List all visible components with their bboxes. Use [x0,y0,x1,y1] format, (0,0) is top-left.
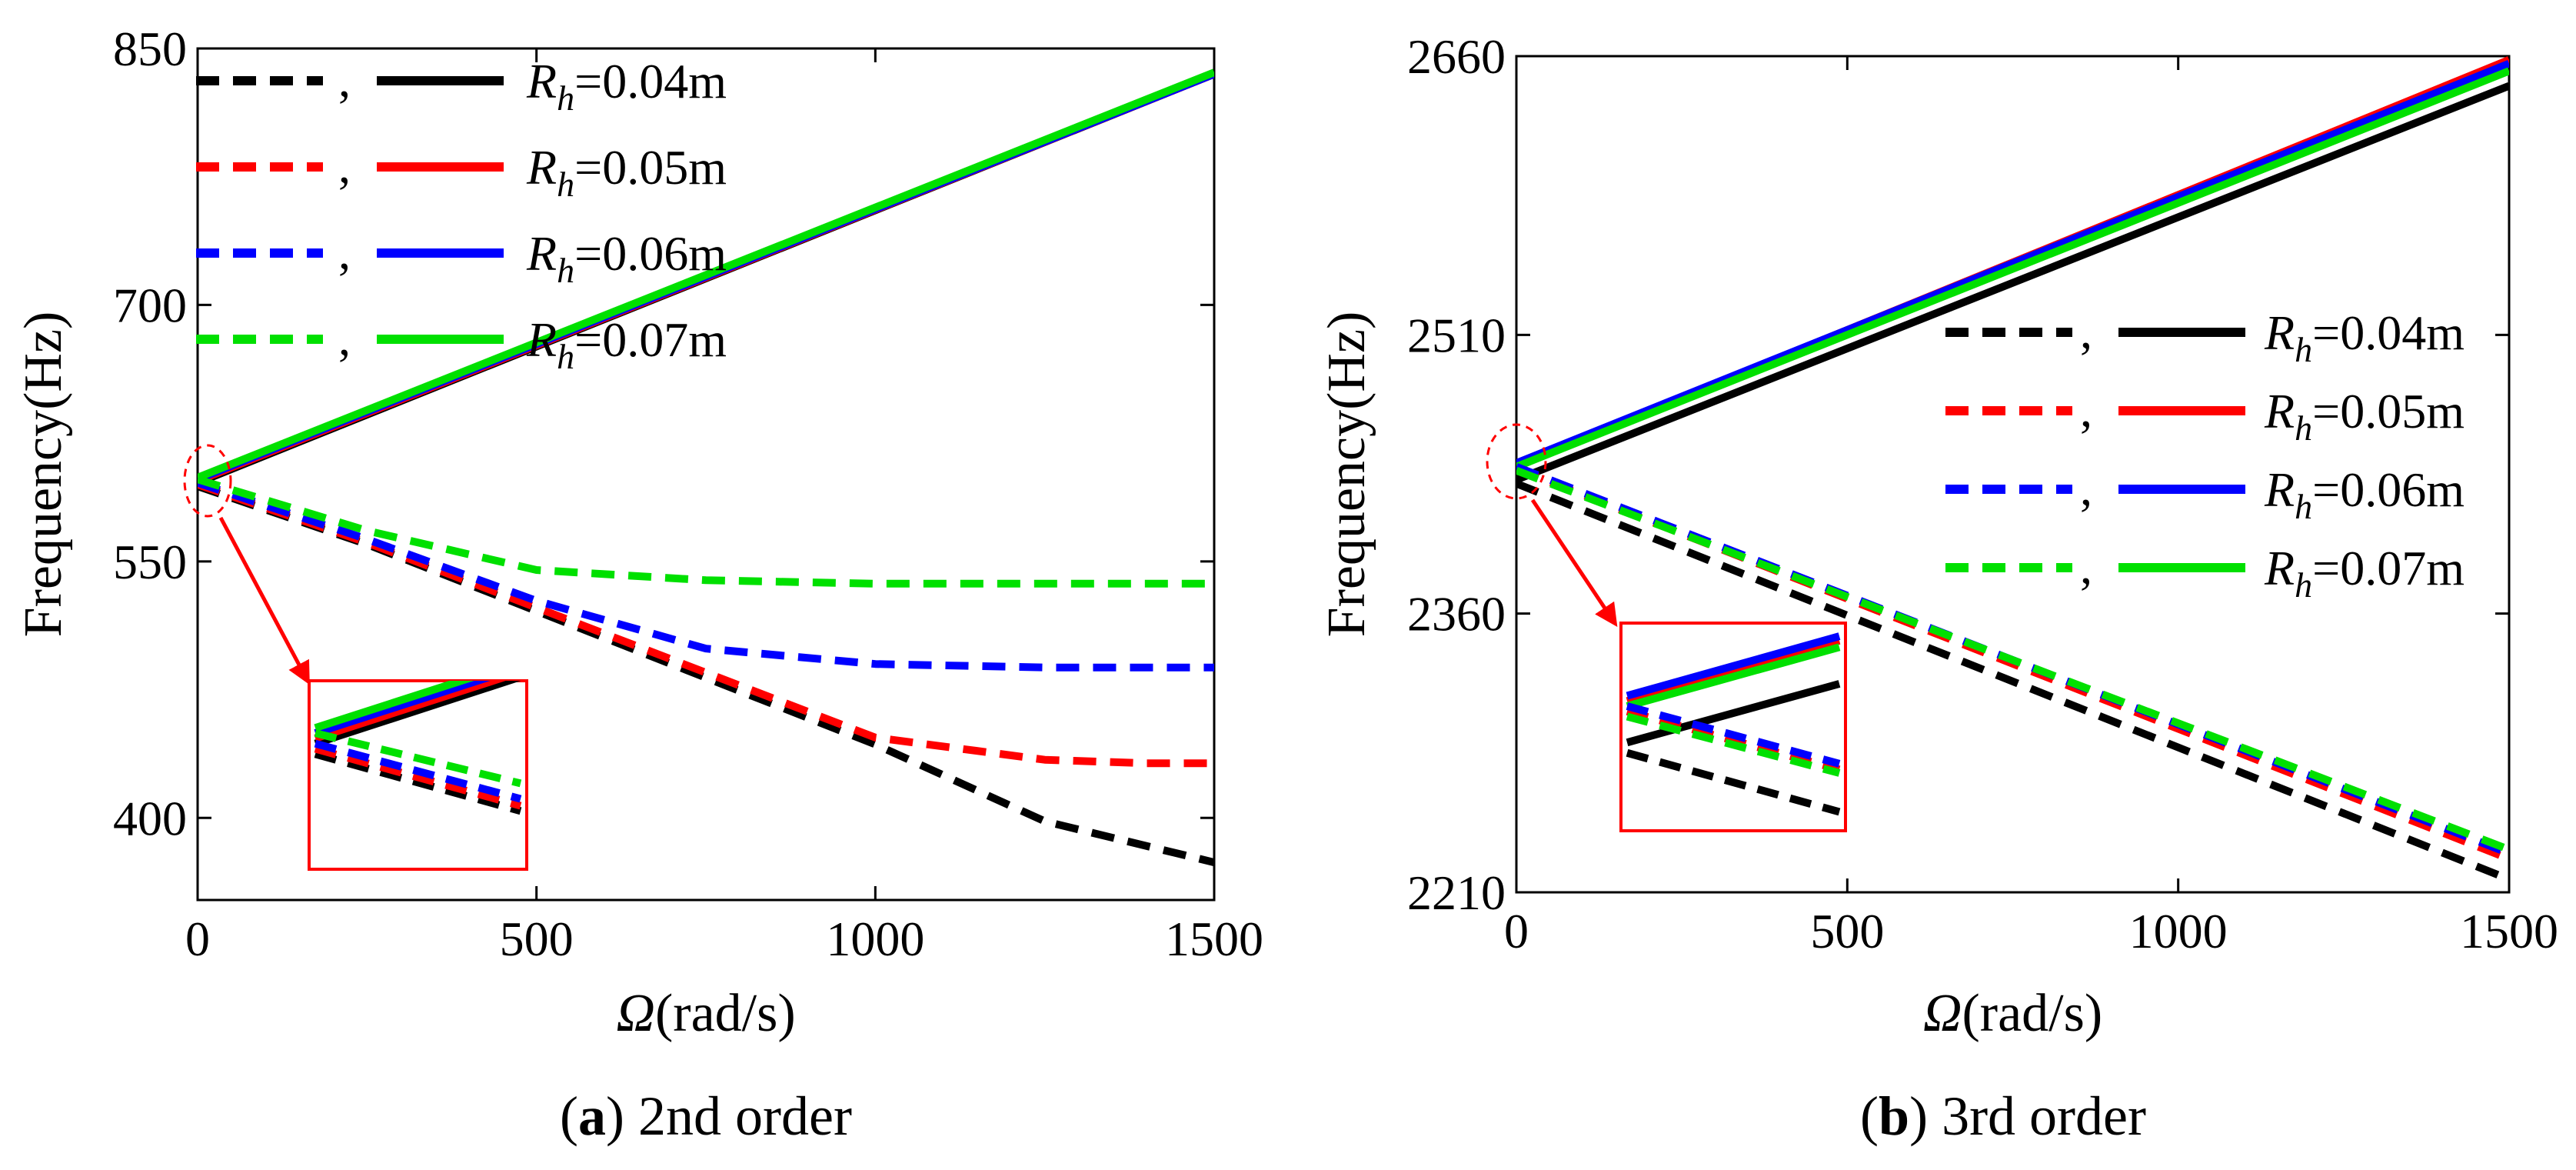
b-zoom-circle [1486,423,1547,500]
a-zoom-inset-line [314,739,522,803]
b-y-tick-label: 2510 [1407,308,1506,362]
a-legend-label: Rh=0.05m [526,140,727,204]
a-zoom-inset-line [314,681,491,737]
b-legend: , Rh=0.04m, Rh=0.05m, Rh=0.06m, Rh=0.07m [1945,304,2465,605]
a-legend-comma: , [338,138,351,193]
a-legend: , Rh=0.04m, Rh=0.05m, Rh=0.06m, Rh=0.07m [196,52,727,376]
a-y-axis-title: Frequency(Hz) [14,312,73,638]
b-legend-label: Rh=0.04m [2264,305,2465,369]
a-zoom-inset-line [314,681,474,732]
panel-b-caption: (b) 3rd order [1860,1085,2146,1147]
b-zoom-inset-line [1626,712,1841,777]
a-legend-label: Rh=0.07m [526,312,727,376]
a-zoom-arrow [218,516,310,685]
a-legend-comma: , [338,225,351,279]
b-series-line [1516,67,2509,471]
a-legend-comma: , [338,52,351,107]
panel-a: 0 500 1000 1500 400 550 700 850 Ω(rad/s) Frequenc… [14,22,1263,1043]
b-legend-label: Rh=0.07m [2264,541,2465,605]
a-zoom-inset-line [314,729,522,788]
b-zoom-inset-lines [1626,632,1841,816]
b-zoom-arrow [1530,498,1618,627]
b-series-line [1516,479,2509,883]
b-zoom-inset-line [1626,680,1841,747]
b-legend-comma: , [2080,304,2092,358]
b-series-line [1516,82,2509,484]
a-series-line [198,481,1214,768]
a-y-tick-label: 850 [113,22,187,76]
a-y-tick-label: 700 [113,278,187,332]
a-series-line [198,475,1214,588]
b-legend-comma: , [2080,382,2092,437]
panel-a-caption: (a) 2nd order [560,1085,852,1147]
a-zoom-inset-line [314,750,522,815]
b-x-tick-label: 1500 [2460,904,2558,958]
a-x-axis-title: Ω(rad/s) [616,984,795,1043]
a-zoom-inset-line [314,681,521,748]
a-zoom-inset-line [314,681,506,742]
a-y-tick-label: 400 [113,791,187,845]
b-series-line [1516,467,2509,854]
a-x-tick-label: 0 [185,912,210,966]
a-series-line [198,68,1214,482]
b-x-axis-title: Ω(rad/s) [1923,984,2102,1043]
b-x-tick-label: 500 [1810,904,1884,958]
b-legend-comma: , [2080,539,2092,594]
a-x-tick-label: 500 [500,912,574,966]
b-zoom-inset-line [1626,636,1841,705]
b-legend-label: Rh=0.05m [2264,384,2465,448]
b-legend-comma: , [2080,461,2092,515]
a-series-line [198,478,1214,672]
a-legend-label: Rh=0.06m [526,226,727,290]
b-y-tick-label: 2660 [1407,29,1506,84]
a-legend-label: Rh=0.04m [526,54,727,118]
b-series-group [1516,56,2509,883]
b-y-tick-label: 2360 [1407,587,1506,642]
b-legend-label: Rh=0.06m [2264,462,2465,526]
b-zoom-inset-line [1626,632,1841,700]
a-zoom-circle [183,444,232,518]
b-zoom-inset-line [1626,643,1841,710]
a-series-group [198,68,1214,866]
a-zoom-inset-lines [314,681,522,815]
b-series-line [1516,60,2509,467]
a-x-tick-label: 1000 [826,912,924,966]
b-x-tick-label: 0 [1504,904,1529,958]
a-zoom-inset-line [314,745,522,810]
a-y-tick-label: 550 [113,535,187,589]
b-zoom-inset-line [1626,702,1841,768]
a-x-tick-label: 1500 [1165,912,1263,966]
b-y-tick-label: 2210 [1407,865,1506,920]
b-y-axis-title: Frequency(Hz) [1317,312,1376,638]
a-legend-comma: , [338,311,351,365]
b-x-tick-label: 1000 [2129,904,2228,958]
b-zoom-inset-line [1626,748,1841,816]
panel-b: 0 500 1000 1500 2210 2360 2510 2660 Ω(rad/s) Freq… [1317,29,2558,1043]
